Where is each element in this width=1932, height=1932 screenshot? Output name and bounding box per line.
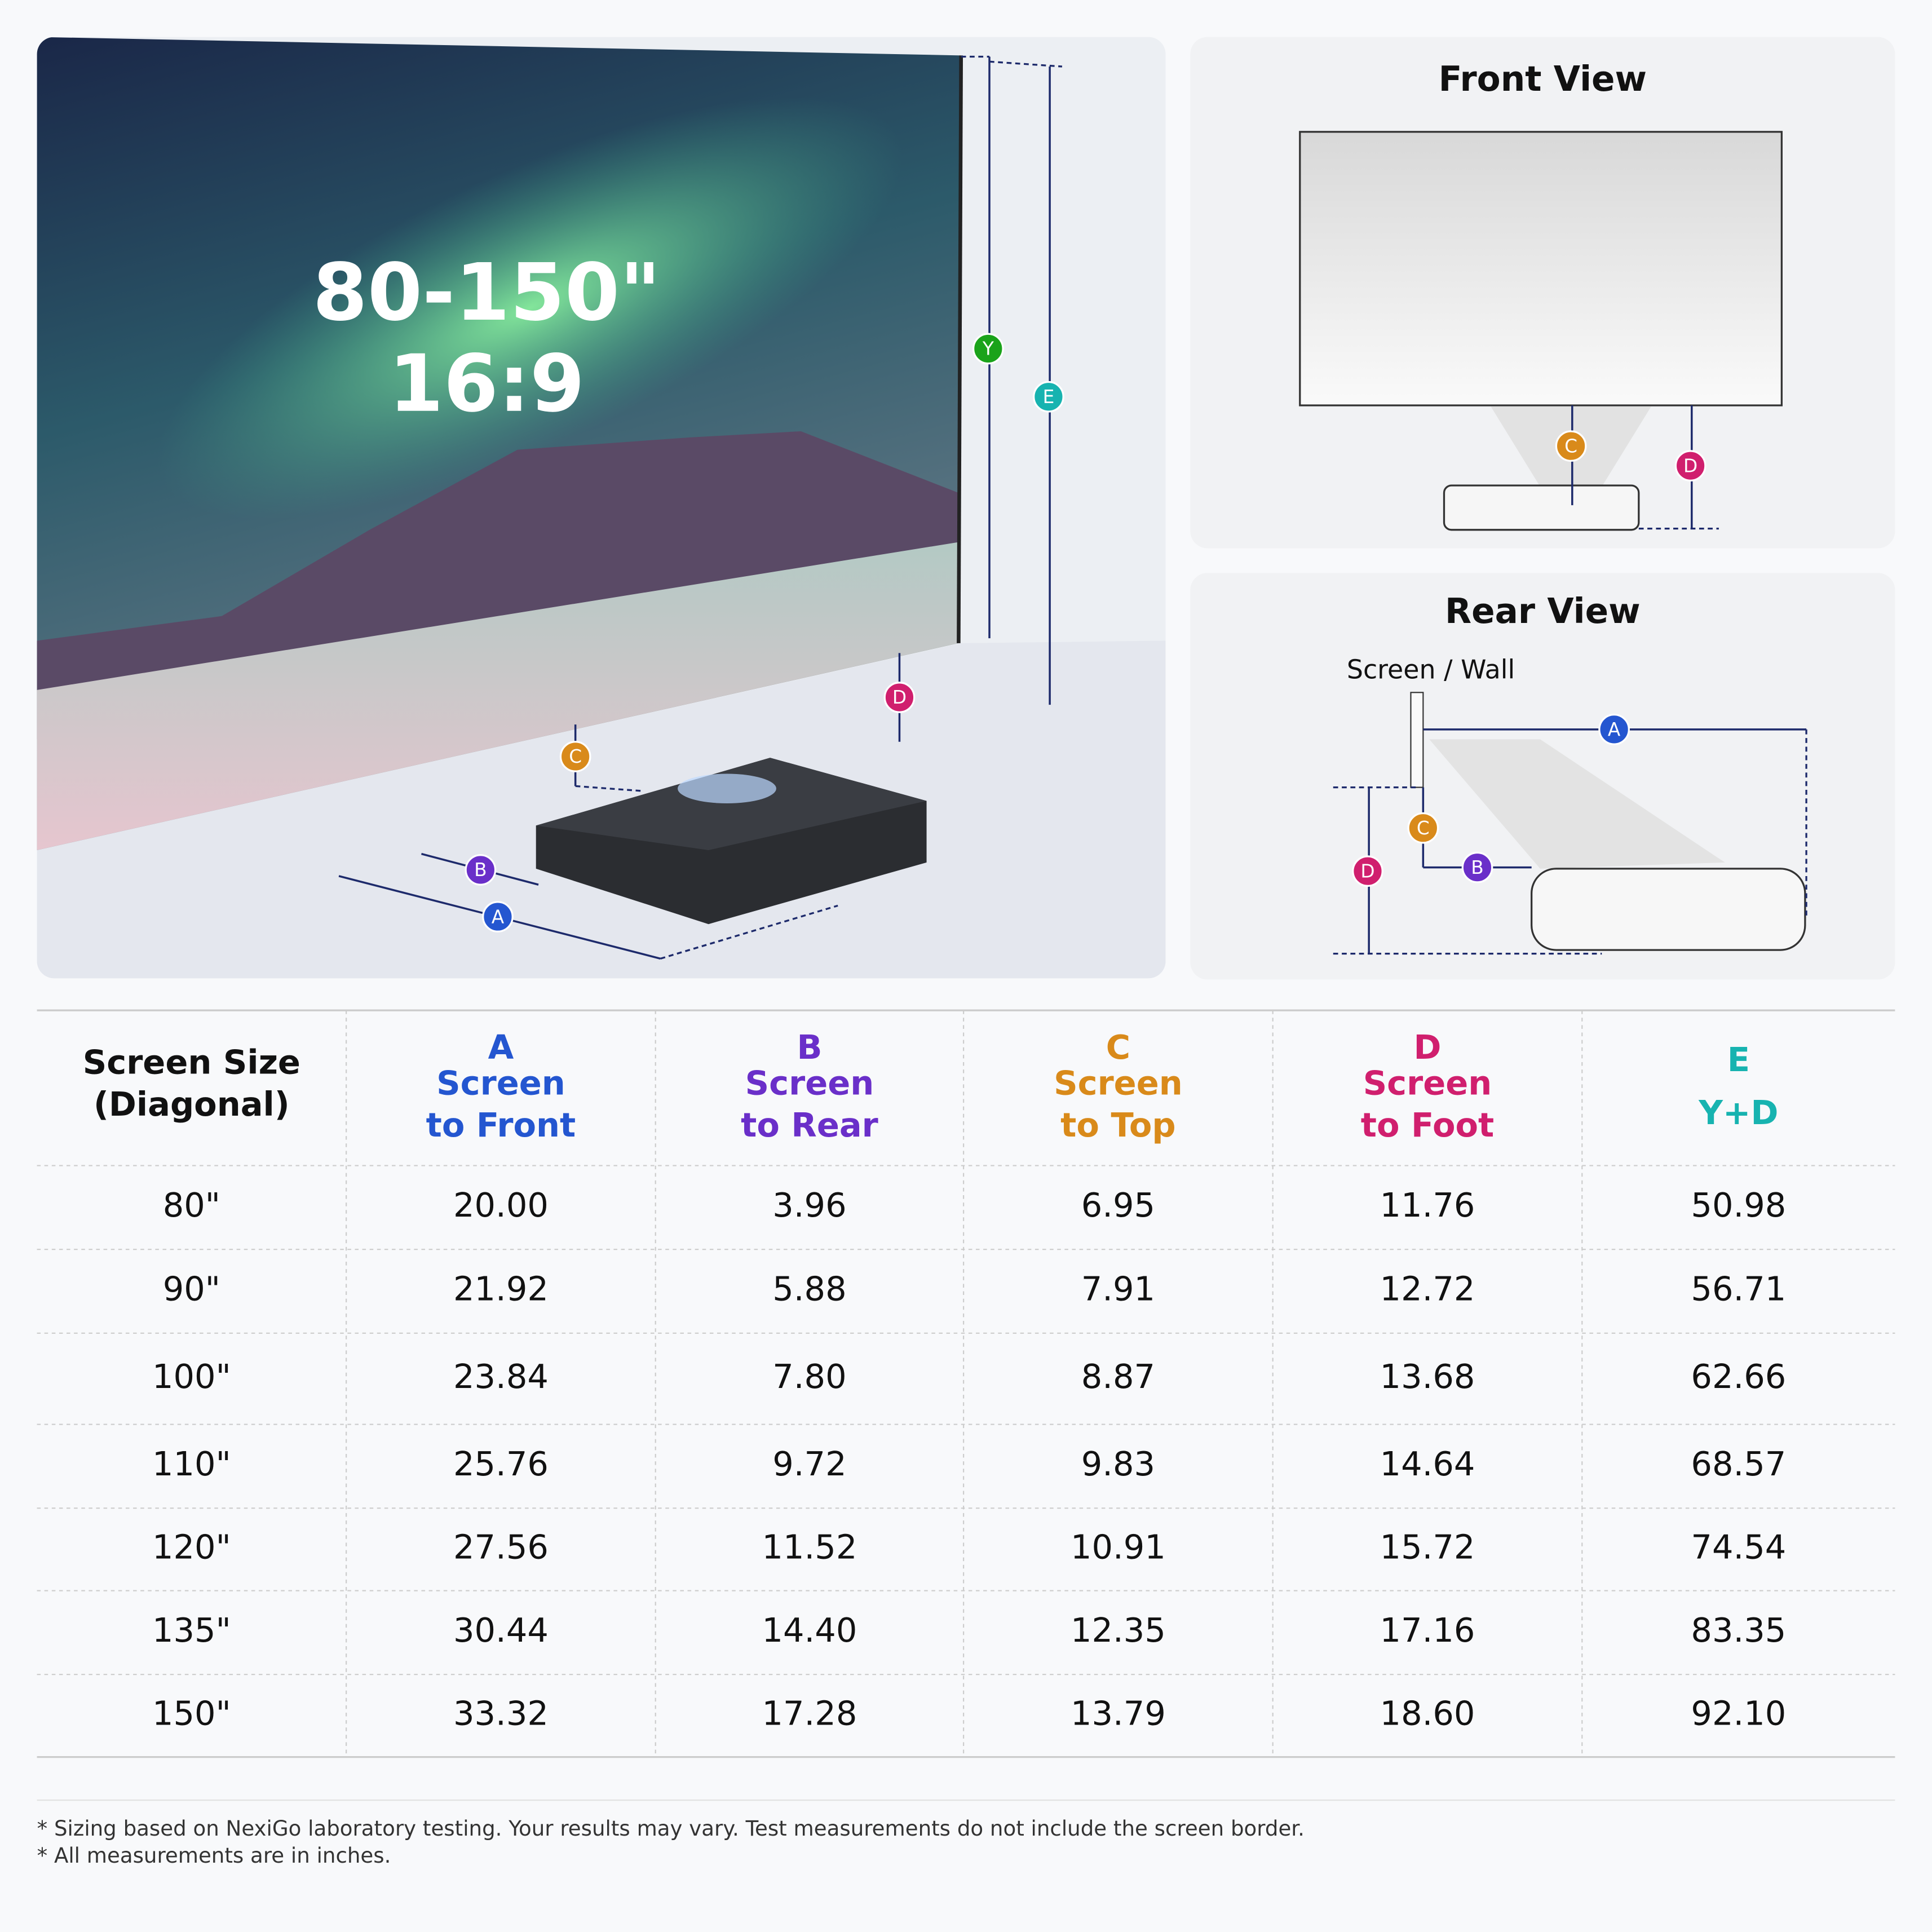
table-cell: 12.72 xyxy=(1380,1270,1475,1308)
badge-label: B xyxy=(474,859,487,881)
badge-label: B xyxy=(1471,857,1483,878)
header-cell: Screen xyxy=(745,1064,874,1103)
badges: Y E D C B A C D A C B D xyxy=(465,333,1706,932)
table-cell: 100" xyxy=(152,1357,231,1396)
table-cell: 18.60 xyxy=(1380,1694,1475,1733)
table-cell: 13.68 xyxy=(1380,1357,1475,1396)
badge xyxy=(465,854,497,886)
badge-label: C xyxy=(1417,817,1430,839)
header-cell: to Top xyxy=(1060,1106,1175,1144)
header-cell: C xyxy=(1106,1028,1130,1067)
badge-label: E xyxy=(1043,386,1055,408)
table-cell: 27.56 xyxy=(453,1527,549,1566)
table-cell: 13.79 xyxy=(1071,1694,1166,1733)
badge-label: A xyxy=(492,906,505,927)
badge xyxy=(1352,855,1383,887)
table-cell: 14.64 xyxy=(1380,1444,1475,1483)
front-projector xyxy=(1443,484,1640,531)
wall-label: Screen / Wall xyxy=(1347,655,1515,685)
hero-ratio: 16:9 xyxy=(388,338,585,430)
front-screen xyxy=(1299,131,1783,406)
table-cell: 25.76 xyxy=(453,1444,549,1483)
badge xyxy=(482,901,514,932)
table-cell: 68.57 xyxy=(1691,1444,1786,1483)
rear-view-title: Rear View xyxy=(1445,591,1641,631)
badge-label: C xyxy=(569,746,582,767)
rear-projector xyxy=(1531,868,1806,951)
header-cell: B xyxy=(797,1028,822,1067)
table-cell: 50.98 xyxy=(1691,1186,1786,1224)
header-cell: Screen xyxy=(1363,1064,1492,1103)
table-cell: 17.16 xyxy=(1380,1611,1475,1650)
table-cell: 6.95 xyxy=(1081,1186,1155,1224)
table-cell: 62.66 xyxy=(1691,1357,1786,1396)
header-cell: E xyxy=(1727,1040,1750,1079)
table-cell: 92.10 xyxy=(1691,1694,1786,1733)
table-cell: 5.88 xyxy=(772,1270,846,1308)
table-cell: 150" xyxy=(152,1694,231,1733)
badge-label: A xyxy=(1608,719,1621,740)
table-cell: 12.35 xyxy=(1071,1611,1166,1650)
table-cell: 8.87 xyxy=(1081,1357,1155,1396)
table-cell: 135" xyxy=(152,1611,231,1650)
badge xyxy=(972,333,1004,365)
table-cell: 11.52 xyxy=(762,1527,857,1566)
header-cell: D xyxy=(1414,1028,1442,1067)
badge xyxy=(1674,450,1706,482)
badge-label: D xyxy=(892,687,907,708)
header-cell: to Foot xyxy=(1361,1106,1494,1144)
badge xyxy=(1598,714,1630,745)
product-photo xyxy=(37,37,1166,979)
header-cell: Screen Size xyxy=(83,1042,300,1081)
badge xyxy=(559,741,591,772)
table-cell: 21.92 xyxy=(453,1270,549,1308)
header-cell: Screen xyxy=(436,1064,565,1103)
footnote: * Sizing based on NexiGo laboratory test… xyxy=(37,1816,1305,1841)
wall xyxy=(1410,692,1424,788)
table-cell: 10.91 xyxy=(1071,1527,1166,1566)
badge xyxy=(1407,812,1439,844)
table-cell: 20.00 xyxy=(453,1186,549,1224)
table-cell: 80" xyxy=(163,1186,220,1224)
table-cell: 9.83 xyxy=(1081,1444,1155,1483)
badge xyxy=(883,682,916,713)
badge-label: C xyxy=(1564,435,1577,457)
table-cell: 90" xyxy=(163,1270,220,1308)
badge xyxy=(1555,430,1587,462)
table-cell: 56.71 xyxy=(1691,1270,1786,1308)
table-cell: 11.76 xyxy=(1380,1186,1475,1224)
table-cell: 74.54 xyxy=(1691,1527,1786,1566)
badge-label: Y xyxy=(982,338,994,360)
header-cell: to Front xyxy=(426,1106,576,1144)
table-cell: 33.32 xyxy=(453,1694,549,1733)
footnote: * All measurements are in inches. xyxy=(37,1843,391,1868)
table-cell: 3.96 xyxy=(772,1186,846,1224)
table-cell: 17.28 xyxy=(762,1694,857,1733)
header-cell: Y+D xyxy=(1698,1093,1778,1132)
table-cell: 120" xyxy=(152,1527,231,1566)
header-cell: A xyxy=(488,1028,514,1067)
front-view-title: Front View xyxy=(1439,59,1647,99)
table-cell: 30.44 xyxy=(453,1611,549,1650)
table-cell: 110" xyxy=(152,1444,231,1483)
badge-label: D xyxy=(1360,860,1374,882)
table-cell: 7.80 xyxy=(772,1357,846,1396)
table-cell: 14.40 xyxy=(762,1611,857,1650)
table-cell: 7.91 xyxy=(1081,1270,1155,1308)
header-cell: (Diagonal) xyxy=(94,1085,290,1124)
hero-size: 80-150" xyxy=(313,246,661,338)
header-cell: to Rear xyxy=(741,1106,878,1144)
table-cell: 15.72 xyxy=(1380,1527,1475,1566)
badge xyxy=(1033,381,1064,413)
badge-label: D xyxy=(1683,455,1697,476)
table-cell: 9.72 xyxy=(772,1444,846,1483)
header-cell: Screen xyxy=(1054,1064,1183,1103)
table-cell: 23.84 xyxy=(453,1357,549,1396)
table-cell: 83.35 xyxy=(1691,1611,1786,1650)
badge xyxy=(1461,851,1493,883)
